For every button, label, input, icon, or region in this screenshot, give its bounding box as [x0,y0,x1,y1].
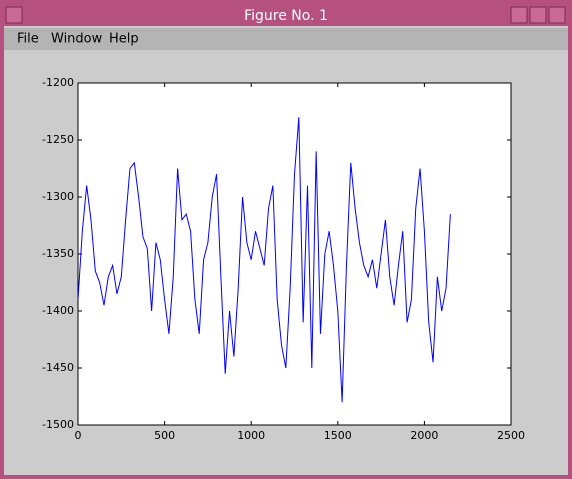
data-line [77,117,451,403]
menu-help[interactable]: Help [109,32,139,47]
menu-window[interactable]: Window [51,32,103,47]
x-tick-label: 1000 [237,429,265,442]
maximize-button[interactable] [529,6,547,24]
y-tick-label: -1450 [42,361,74,374]
close-button[interactable] [548,6,566,24]
x-tick-label: 0 [75,429,82,442]
menu-bar [4,28,568,50]
window-title: Figure No. 1 [244,8,328,24]
plot-area [77,82,512,426]
x-tick-label: 2000 [410,429,438,442]
y-tick-label: -1300 [42,190,74,203]
window-menu-button[interactable] [5,6,23,24]
menu-file[interactable]: File [17,32,39,47]
y-tick-label: -1200 [42,76,74,89]
title-bar [4,4,568,26]
y-tick-label: -1250 [42,133,74,146]
y-tick-label: -1500 [42,418,74,431]
y-tick-label: -1350 [42,247,74,260]
x-tick-label: 2500 [497,429,525,442]
y-tick-label: -1400 [42,304,74,317]
x-tick-label: 1500 [324,429,352,442]
minimize-button[interactable] [510,6,528,24]
x-tick-label: 500 [154,429,175,442]
